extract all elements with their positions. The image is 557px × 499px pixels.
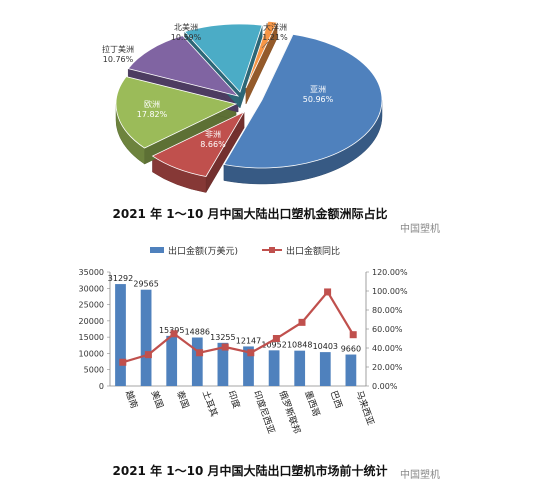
x-tick-label: 印度 [225, 389, 242, 410]
y2-tick-label: 40.00% [372, 344, 403, 353]
y-tick-label: 0 [99, 382, 104, 391]
pie-slice-label: 大洋洲 [263, 22, 287, 32]
bar-chart-title: 2021 年 1～10 月中国大陆出口塑机市场前十统计 [112, 464, 388, 478]
growth-marker [272, 335, 280, 342]
x-tick-label: 俄罗斯联邦 [277, 389, 304, 435]
bar [345, 354, 357, 386]
pie-slice-percent: 10.76% [103, 55, 134, 64]
y-tick-label: 5000 [84, 366, 104, 375]
pie-slice-label: 拉丁美洲 [102, 44, 134, 54]
bar-value-label: 10952 [261, 340, 286, 349]
pie-slice [183, 23, 263, 93]
pie-slice [151, 111, 246, 177]
x-tick-label: 美国 [149, 389, 166, 410]
growth-marker [298, 318, 306, 326]
y-tick-label: 20000 [79, 317, 104, 326]
bar [217, 342, 229, 386]
pie-slice-label: 亚洲 [310, 85, 326, 94]
x-tick-label: 印度尼西亚 [251, 389, 278, 435]
pie-leader-line [261, 41, 269, 49]
x-tick-label: 泰国 [174, 389, 191, 410]
pie-chart-title: 2021 年 1～10 月中国大陆出口塑机金额洲际占比 [112, 207, 388, 221]
pie-slice [245, 20, 278, 89]
growth-marker [349, 331, 357, 339]
pie-slice [115, 76, 238, 149]
pie-slice-percent: 1.21% [262, 33, 288, 42]
y-tick-label: 15000 [79, 333, 104, 342]
legend-label: 出口金额同比 [286, 245, 340, 257]
pie-chart: 亚洲 50.96% 非洲 8.66% 欧洲 17.82% 拉丁美洲 10.76% 北美洲 10.5… [0, 0, 557, 205]
x-tick-label: 越南 [123, 389, 140, 410]
bar [294, 350, 306, 386]
pie-slice [127, 35, 240, 97]
x-tick-label: 土耳其 [200, 389, 221, 418]
y2-tick-label: 120.00% [372, 268, 408, 277]
bar-svg: 出口金额(万美元) 出口金额同比 0 5000 10000 15000 20000 25000… [79, 245, 408, 435]
bar-value-label: 31292 [108, 274, 133, 283]
pie-slice-label: 非洲 [205, 129, 221, 139]
pie-slice-label: 北美洲 [174, 22, 198, 32]
bar-value-label: 29565 [133, 280, 158, 289]
legend-label: 出口金额(万美元) [168, 245, 238, 257]
y-tick-label: 10000 [79, 349, 104, 358]
y2-tick-label: 20.00% [372, 363, 403, 372]
bar [191, 337, 203, 386]
growth-marker [221, 343, 229, 351]
y2-tick-label: 0.00% [372, 382, 398, 391]
bar [319, 352, 331, 386]
bar-value-label: 12147 [236, 336, 261, 345]
watermark: 中国塑机 [400, 470, 440, 481]
growth-line [122, 290, 355, 364]
pie-slice-percent: 17.82% [137, 110, 168, 119]
growth-marker [170, 330, 178, 338]
bar-value-label: 14886 [185, 328, 210, 337]
pie-slice [223, 33, 383, 169]
bar [166, 335, 178, 386]
legend: 出口金额(万美元) 出口金额同比 [150, 245, 340, 257]
bar-chart: 出口金额(万美元) 出口金额同比 0 5000 10000 15000 20000 25000… [0, 240, 557, 462]
legend-marker [269, 247, 275, 253]
y2-tick-label: 80.00% [372, 306, 403, 315]
y-tick-label: 25000 [79, 301, 104, 310]
bar [115, 284, 126, 386]
y-tick-label: 30000 [79, 284, 104, 293]
bar [268, 350, 280, 386]
pie-slice-label: 欧洲 [144, 99, 160, 109]
x-tick-label: 巴西 [328, 389, 344, 410]
bar-value-label: 10848 [287, 341, 312, 350]
y2-tick-label: 100.00% [372, 287, 408, 296]
growth-marker [119, 358, 127, 366]
bar [140, 289, 152, 386]
bar [243, 346, 254, 386]
x-tick-label: 马来西亚 [353, 389, 376, 427]
bar-value-label: 10403 [313, 342, 338, 351]
growth-marker [144, 351, 152, 359]
x-tick-label: 墨西哥 [302, 389, 322, 418]
legend-swatch-bar [150, 247, 164, 253]
growth-marker [324, 288, 332, 296]
bar-value-label: 13255 [210, 333, 235, 342]
watermark: 中国塑机 [400, 224, 440, 235]
y2-tick-label: 60.00% [372, 325, 403, 334]
growth-marker [247, 349, 255, 357]
pie-slice-percent: 8.66% [200, 140, 226, 149]
pie-slice-percent: 10.59% [171, 33, 202, 42]
growth-marker [196, 349, 204, 357]
y-tick-label: 35000 [79, 268, 104, 277]
pie-slice-percent: 50.96% [303, 95, 334, 104]
bar-value-label: 9660 [341, 345, 361, 354]
